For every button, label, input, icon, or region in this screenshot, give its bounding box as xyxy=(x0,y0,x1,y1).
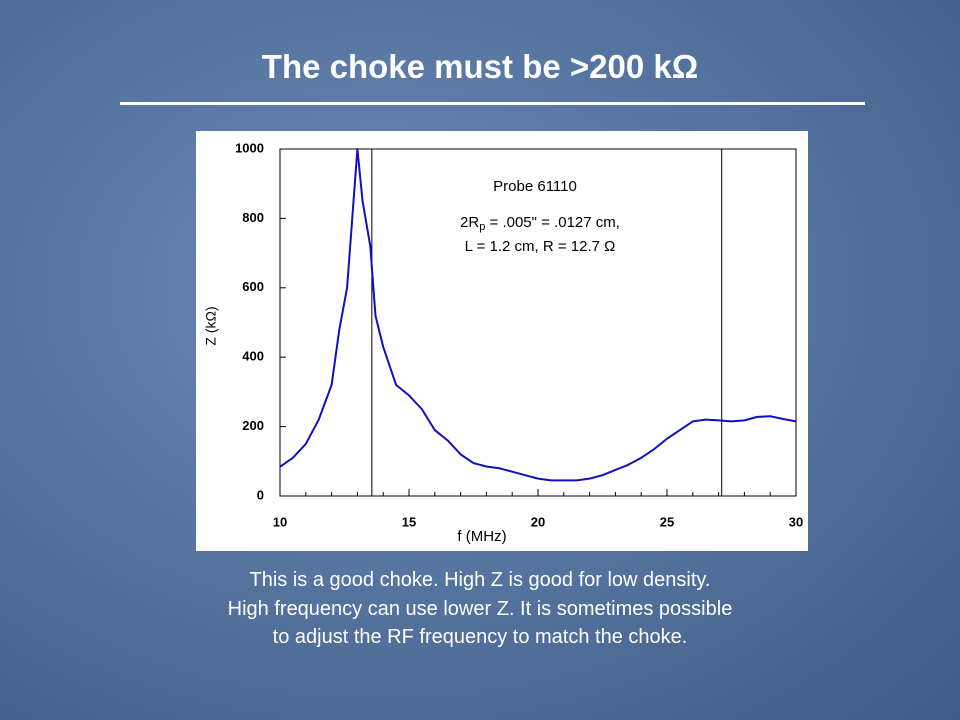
x-tick-label: 20 xyxy=(531,514,545,529)
y-tick-label: 200 xyxy=(242,418,264,433)
caption-line: to adjust the RF frequency to match the … xyxy=(272,626,688,648)
caption: This is a good choke. High Z is good for… xyxy=(0,566,960,652)
annotation-part: 2R xyxy=(460,214,479,231)
chart-background xyxy=(196,131,808,551)
y-tick-label: 0 xyxy=(257,487,264,502)
annotation-part: = .005" = .0127 cm, xyxy=(485,214,620,231)
y-tick-label: 800 xyxy=(242,210,264,225)
title-rule xyxy=(120,102,865,105)
annotation: L = 1.2 cm, R = 12.7 Ω xyxy=(465,238,616,255)
x-tick-label: 15 xyxy=(402,514,416,529)
y-axis-label: Z (kΩ) xyxy=(203,306,219,345)
data-line xyxy=(279,148,797,482)
y-tick-label: 400 xyxy=(242,349,264,364)
annotation: Probe 61110 xyxy=(493,178,577,195)
x-tick-label: 25 xyxy=(660,514,674,529)
x-axis-label: f (MHz) xyxy=(457,528,506,545)
slide-title: The choke must be >200 kΩ xyxy=(261,48,699,85)
annotation-subscript: p xyxy=(479,221,485,233)
x-tick-label: 30 xyxy=(789,514,803,529)
y-tick-label: 600 xyxy=(242,279,264,294)
caption-line: High frequency can use lower Z. It is so… xyxy=(227,597,733,620)
annotation: 2Rp = .005" = .0127 cm, xyxy=(460,214,620,233)
x-tick-label: 10 xyxy=(273,514,287,529)
caption-line: This is a good choke. High Z is good for… xyxy=(249,569,711,591)
y-tick-label: 1000 xyxy=(235,140,264,155)
